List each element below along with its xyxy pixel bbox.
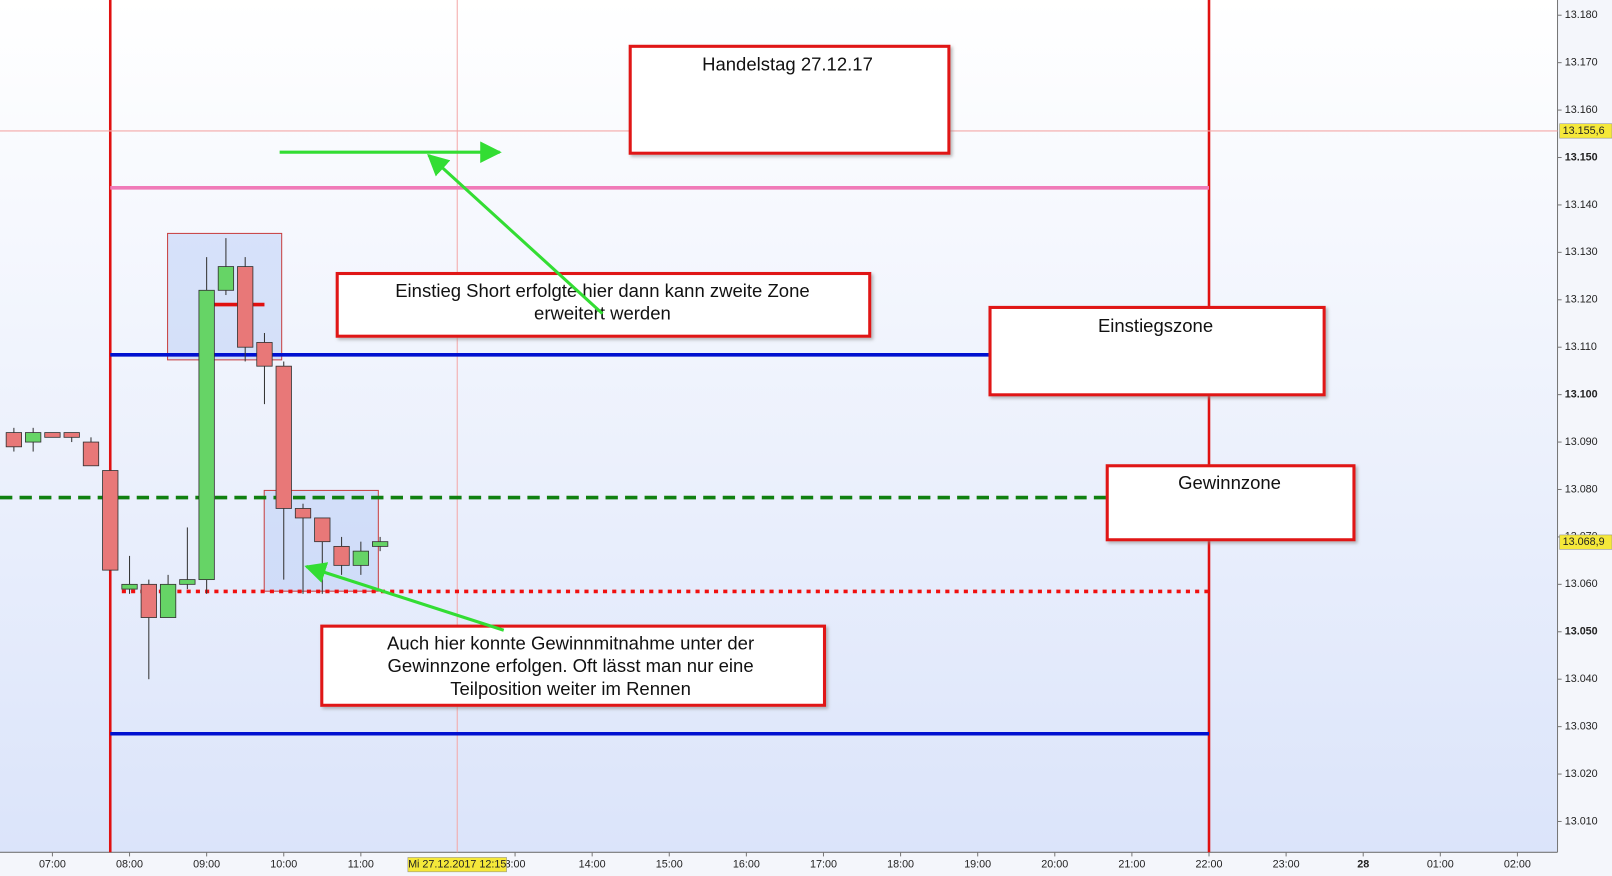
annotation: Einstieg Short erfolgte hier dann kann z…	[335, 271, 872, 338]
candle-body	[102, 470, 119, 571]
y-tick-label: 13.060	[1565, 578, 1598, 590]
candle-body	[352, 550, 369, 566]
y-tick-label: 13.150	[1565, 151, 1598, 163]
annotation-box	[335, 271, 872, 338]
candle-body	[44, 432, 61, 438]
candle-body	[63, 432, 80, 438]
x-axis-area	[0, 852, 1558, 876]
x-tick-label: 22:00	[1196, 858, 1223, 870]
candle-body	[333, 545, 350, 566]
x-tick-label: 01:00	[1427, 858, 1454, 870]
x-tick-label: 07:00	[39, 858, 66, 870]
y-tick-label: 13.170	[1565, 56, 1598, 68]
y-tick-label: 13.110	[1565, 341, 1597, 353]
x-tick-label: 08:00	[116, 858, 143, 870]
cursor-time-box	[407, 857, 507, 873]
x-tick-label: 10:00	[270, 858, 297, 870]
y-tick-label: 13.020	[1565, 768, 1598, 780]
y-tick-label: 13.180	[1565, 9, 1598, 21]
x-tick-label: 11:00	[348, 858, 374, 870]
y-tick-label: 13.050	[1565, 626, 1598, 638]
cursor-price-box	[1559, 123, 1612, 139]
candle-body	[121, 583, 138, 590]
candle-body	[198, 289, 215, 581]
y-tick-label: 13.120	[1565, 294, 1598, 306]
x-tick-label: 15:00	[656, 858, 683, 870]
last-price-label: 13.068,9	[1563, 536, 1605, 548]
annotation: Auch hier konnte Gewinnmitnahme unter de…	[320, 624, 827, 707]
x-tick-label: 16:00	[733, 858, 760, 870]
annotation-text: Auch hier konnte Gewinnmitnahme unter de…	[387, 633, 754, 654]
x-tick-label: 02:00	[1504, 858, 1531, 870]
candle-body	[82, 441, 100, 467]
candle-body	[275, 365, 292, 509]
x-tick-label: 3:00	[505, 858, 526, 870]
y-tick-label: 13.100	[1565, 388, 1598, 400]
x-tick-label: 09:00	[193, 858, 220, 870]
y-axis-area	[1557, 0, 1612, 876]
annotation-text: Einstiegszone	[1098, 315, 1213, 336]
y-tick-label: 13.080	[1565, 483, 1598, 495]
y-tick-label: 13.010	[1565, 815, 1598, 827]
arrows	[279, 141, 604, 632]
x-tick-label: 19:00	[964, 858, 991, 870]
x-tick-label: 14:00	[579, 858, 606, 870]
candle-body	[5, 432, 23, 448]
y-tick-label: 13.030	[1565, 720, 1598, 732]
candle-body	[217, 266, 235, 291]
highlight-zone	[167, 232, 283, 361]
candle-body	[25, 432, 42, 443]
cursor-time-label: Mi 27.12.2017 12:15	[408, 858, 506, 870]
candle-body	[256, 342, 273, 367]
annotation-box	[1105, 464, 1356, 542]
annotation-text: Teilposition weiter im Rennen	[450, 678, 691, 699]
cursor-price-label: 13.155,6	[1563, 125, 1605, 137]
last-price-box	[1559, 534, 1612, 550]
annotation-box	[628, 44, 951, 155]
annotation-text: Einstieg Short erfolgte hier dann kann z…	[395, 280, 809, 301]
annotation-box	[988, 305, 1326, 397]
x-tick-label: 21:00	[1118, 858, 1145, 870]
annotation-text: Gewinnzone	[1178, 472, 1281, 493]
x-tick-label: 20:00	[1041, 858, 1068, 870]
y-tick-label: 13.140	[1565, 199, 1598, 211]
candle-body	[314, 517, 331, 543]
annotation-text: Gewinnzone erfolgen. Oft lässt man nur e…	[388, 655, 754, 676]
y-tick-label: 13.160	[1565, 104, 1598, 116]
annotation-text: Handelstag 27.12.17	[702, 54, 873, 75]
annotation-box	[320, 624, 827, 707]
candle-body	[237, 266, 254, 348]
candle-body	[140, 583, 157, 618]
candle-body	[179, 579, 196, 585]
arrow	[427, 153, 604, 315]
y-tick-label: 13.040	[1565, 673, 1598, 685]
y-tick-label: 13.130	[1565, 246, 1598, 258]
annotation: Einstiegszone	[988, 305, 1326, 397]
candle-body	[372, 541, 389, 547]
x-tick-label: 17:00	[810, 858, 837, 870]
arrow	[304, 562, 505, 632]
x-tick-label: 23:00	[1273, 858, 1300, 870]
annotation: Gewinnzone	[1105, 464, 1356, 542]
annotation: Handelstag 27.12.17	[628, 44, 951, 155]
candle-body	[159, 583, 177, 618]
x-tick-label: 18:00	[887, 858, 914, 870]
candle-body	[294, 508, 312, 519]
y-tick-label: 13.090	[1565, 436, 1598, 448]
x-tick-label: 28	[1357, 858, 1369, 870]
